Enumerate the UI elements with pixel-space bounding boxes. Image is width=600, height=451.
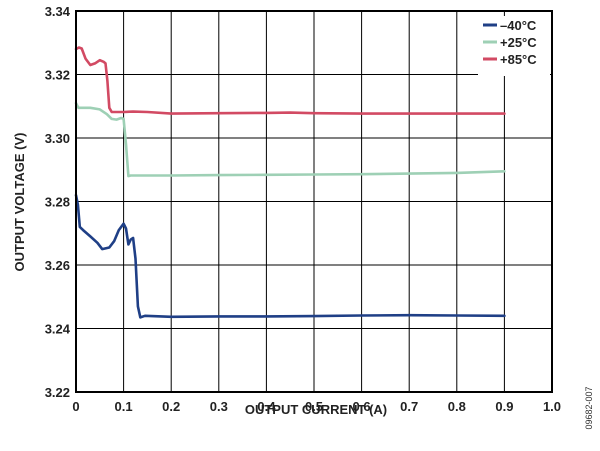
series-line-3 — [74, 46, 506, 115]
legend-label: –40°C — [500, 18, 537, 33]
x-tick-label: 0.7 — [400, 399, 418, 414]
x-tick-label: 0.5 — [305, 399, 323, 414]
y-tick-label: 3.32 — [45, 68, 70, 83]
series-line-2 — [74, 101, 506, 178]
x-tick-label: 1.0 — [543, 399, 561, 414]
y-tick-label: 3.28 — [45, 195, 70, 210]
x-tick-label: 0.1 — [115, 399, 133, 414]
y-tick-labels: 3.22 3.24 3.26 3.28 3.30 3.32 3.34 — [45, 4, 71, 400]
legend: –40°C +25°C +85°C — [478, 16, 550, 76]
legend-label: +85°C — [500, 52, 537, 67]
x-tick-label: 0.4 — [257, 399, 276, 414]
series-line-1 — [74, 193, 506, 319]
y-tick-label: 3.22 — [45, 385, 70, 400]
plot-frame — [75, 10, 553, 393]
x-tick-label: 0.9 — [495, 399, 513, 414]
x-tick-label: 0.8 — [448, 399, 466, 414]
x-axis-title: OUTPUT CURRENT (A) — [245, 402, 387, 417]
grid-lines — [76, 11, 552, 392]
series-layer — [74, 46, 506, 319]
y-tick-label: 3.30 — [45, 131, 70, 146]
y-tick-label: 3.34 — [45, 4, 71, 19]
x-tick-label: 0.2 — [162, 399, 180, 414]
legend-label: +25°C — [500, 35, 537, 50]
figure-id-label: 09682-007 — [584, 386, 594, 429]
x-tick-label: 0 — [72, 399, 79, 414]
x-tick-labels: 0 0.1 0.2 0.3 0.4 0.5 0.6 0.7 0.8 0.9 1.0 — [72, 399, 561, 414]
y-tick-label: 3.24 — [45, 322, 71, 337]
x-tick-label: 0.6 — [353, 399, 371, 414]
y-tick-label: 3.26 — [45, 258, 70, 273]
x-tick-label: 0.3 — [210, 399, 228, 414]
y-axis-title: OUTPUT VOLTAGE (V) — [12, 133, 27, 272]
